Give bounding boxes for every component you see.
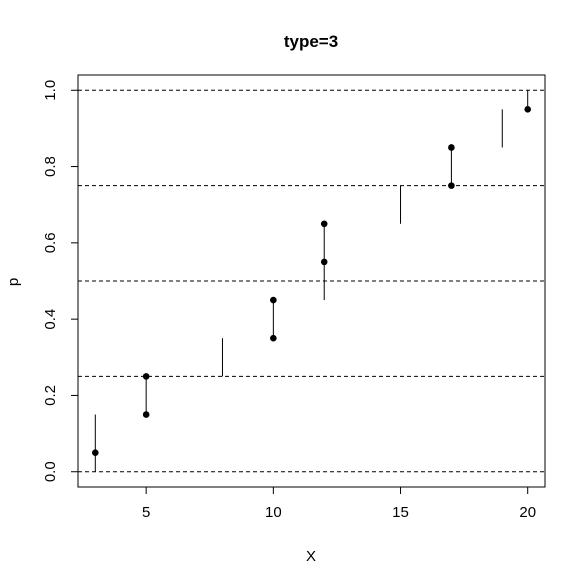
point	[448, 182, 455, 189]
y-tick-label: 0.4	[42, 309, 59, 330]
y-axis-label: p	[5, 278, 22, 286]
point	[524, 106, 532, 113]
point	[320, 220, 328, 228]
point	[142, 373, 150, 380]
x-tick-label: 20	[519, 504, 536, 521]
x-axis-label: X	[306, 548, 316, 565]
y-tick-label: 1.0	[42, 80, 59, 101]
y-tick-label: 0.2	[42, 385, 59, 406]
point	[448, 144, 455, 151]
point	[270, 296, 277, 304]
point	[91, 449, 99, 456]
y-tick-label: 0.6	[42, 232, 59, 253]
point	[142, 411, 150, 418]
point	[270, 334, 277, 342]
x-tick-label: 10	[265, 504, 282, 521]
x-tick-label: 5	[142, 504, 150, 521]
y-tick-label: 0.0	[42, 461, 59, 482]
chart-title: type=3	[284, 32, 338, 51]
y-tick-label: 0.8	[42, 156, 59, 177]
x-tick-label: 15	[392, 504, 409, 521]
point	[320, 258, 328, 266]
